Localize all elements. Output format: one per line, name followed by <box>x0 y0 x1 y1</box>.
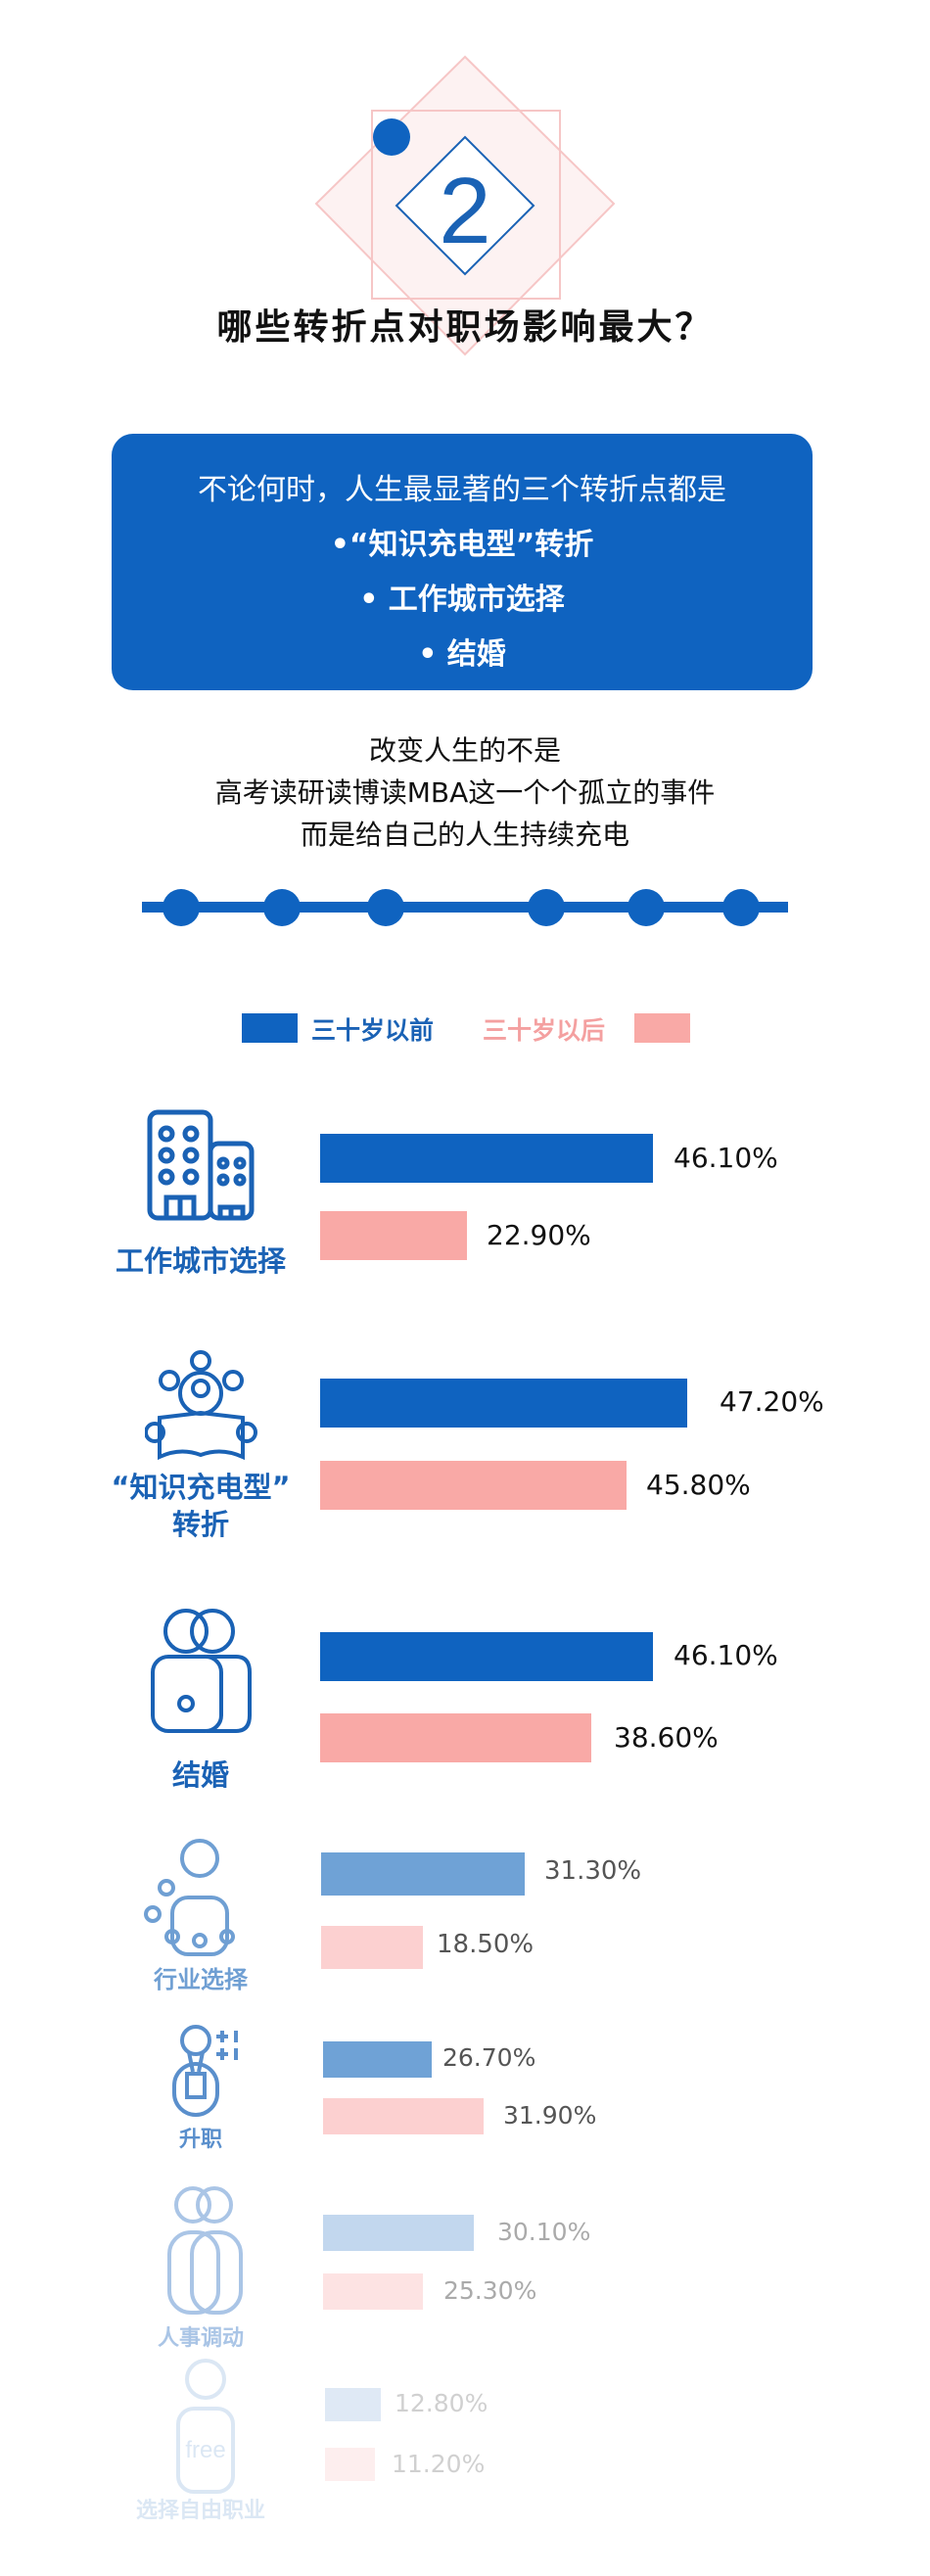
bar-before30 <box>320 1379 687 1428</box>
person-options-icon <box>144 1839 235 1956</box>
value-label: 11.20% <box>392 2450 486 2478</box>
bar-before30 <box>321 1852 525 1896</box>
value-label: 45.80% <box>646 1469 751 1501</box>
bar-before30 <box>320 1632 653 1681</box>
row-label: 人事调动 <box>157 2326 244 2351</box>
row-label: “知识充电型” 转折 <box>93 1469 308 1543</box>
chart-legend: 三十岁以前 三十岁以后 <box>0 1010 930 1046</box>
legend-label-after30: 三十岁以后 <box>483 1016 606 1045</box>
quote-block: 改变人生的不是 高考读研读博读MBA这一个个孤立的事件 而是给自己的人生持续充电 <box>0 729 930 856</box>
bar-before30 <box>323 2041 432 2078</box>
row-label-line: 转折 <box>171 1508 229 1541</box>
summary-card: 不论何时，人生最显著的三个转折点都是 •“知识充电型”转折 • 工作城市选择 •… <box>112 434 813 690</box>
row-label: 工作城市选择 <box>115 1244 286 1278</box>
value-label: 18.50% <box>437 1930 535 1959</box>
quote-line: 改变人生的不是 <box>368 734 561 767</box>
promotion-badge-icon <box>172 2025 238 2117</box>
quote-line: 高考读研读博读MBA这一个个孤立的事件 <box>214 776 716 809</box>
bar-after30 <box>320 1713 591 1762</box>
legend-swatch-before30 <box>242 1013 298 1043</box>
value-label: 38.60% <box>614 1721 719 1754</box>
value-label: 46.10% <box>674 1639 778 1671</box>
couple-icon <box>151 1609 252 1733</box>
value-label: 30.10% <box>497 2218 591 2246</box>
value-label: 46.10% <box>674 1142 778 1174</box>
value-label: 31.30% <box>544 1856 642 1886</box>
dot-icon <box>373 118 410 156</box>
two-people-icon <box>167 2186 243 2315</box>
card-intro: 不论何时，人生最显著的三个转折点都是 <box>198 473 726 507</box>
value-label: 31.90% <box>503 2101 597 2130</box>
bar-after30 <box>323 2273 423 2310</box>
card-bullet: •“知识充电型”转折 <box>330 528 594 562</box>
value-label: 12.80% <box>395 2389 488 2417</box>
value-label: 25.30% <box>443 2276 537 2305</box>
bar-after30 <box>323 2098 484 2134</box>
row-label-line: “知识充电型” <box>111 1471 291 1504</box>
value-label: 47.20% <box>720 1385 824 1418</box>
row-label: 升职 <box>178 2128 222 2152</box>
value-label: 26.70% <box>442 2043 536 2072</box>
svg-text:free: free <box>185 2437 225 2463</box>
quote-line: 而是给自己的人生持续充电 <box>300 819 629 851</box>
bar-before30 <box>323 2215 474 2251</box>
bar-before30 <box>325 2388 381 2421</box>
bar-after30 <box>320 1461 627 1510</box>
reading-person-icon <box>145 1350 257 1461</box>
buildings-icon <box>147 1109 255 1221</box>
row-label: 行业选择 <box>154 1966 248 1993</box>
freelancer-icon: free <box>176 2359 235 2494</box>
timeline-divider <box>142 889 788 926</box>
value-label: 22.90% <box>487 1219 591 1251</box>
bar-before30 <box>320 1134 653 1183</box>
bar-after30 <box>320 1211 467 1260</box>
card-bullet: • 结婚 <box>418 637 506 672</box>
legend-label-before30: 三十岁以前 <box>311 1016 435 1045</box>
card-bullet: • 工作城市选择 <box>359 583 565 617</box>
row-label: 选择自由职业 <box>135 2499 265 2523</box>
row-label: 结婚 <box>171 1758 229 1792</box>
legend-swatch-after30 <box>634 1013 690 1043</box>
svg-text:2: 2 <box>439 159 490 263</box>
page-title: 哪些转折点对职场影响最大？ <box>216 307 714 348</box>
bar-after30 <box>321 1926 423 1969</box>
bar-after30 <box>325 2448 375 2481</box>
section-number-badge: 2 <box>314 55 616 356</box>
